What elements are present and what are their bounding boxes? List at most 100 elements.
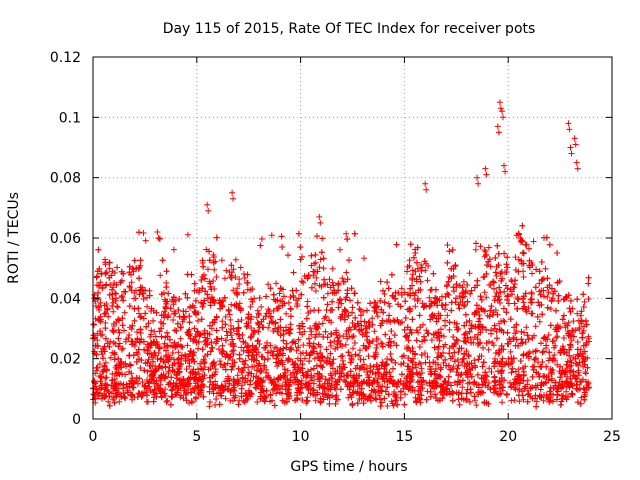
data-point xyxy=(335,280,342,287)
data-point xyxy=(416,378,423,385)
data-point xyxy=(275,376,282,383)
data-point xyxy=(398,285,405,292)
data-point xyxy=(118,294,125,301)
data-point xyxy=(136,275,143,282)
data-point xyxy=(379,359,386,366)
data-point xyxy=(294,364,301,371)
data-point xyxy=(163,398,170,405)
data-point xyxy=(105,313,112,320)
data-point xyxy=(173,327,180,334)
data-point xyxy=(264,355,271,362)
data-point xyxy=(148,327,155,334)
data-point xyxy=(502,361,508,367)
data-point xyxy=(308,374,315,381)
data-point xyxy=(481,308,488,315)
data-point xyxy=(111,356,118,363)
data-point xyxy=(493,335,500,342)
data-point xyxy=(212,368,219,375)
data-point xyxy=(280,337,287,344)
data-point xyxy=(485,244,492,251)
data-point xyxy=(518,260,525,267)
data-point xyxy=(485,346,492,353)
data-point xyxy=(294,385,301,392)
data-point xyxy=(112,340,119,347)
data-point xyxy=(141,346,148,353)
data-point xyxy=(156,328,163,335)
data-point xyxy=(205,266,211,273)
data-point xyxy=(137,314,144,321)
data-point xyxy=(111,351,118,358)
data-point xyxy=(381,291,388,297)
data-point xyxy=(529,395,536,402)
data-point xyxy=(99,285,106,292)
data-point xyxy=(437,312,444,319)
data-point xyxy=(208,339,215,346)
data-point xyxy=(169,350,176,356)
data-point xyxy=(201,297,208,304)
data-point xyxy=(216,346,222,353)
data-point xyxy=(191,376,198,382)
data-point xyxy=(445,379,452,386)
data-point xyxy=(360,391,367,398)
data-point xyxy=(547,384,554,391)
data-point xyxy=(585,274,592,281)
data-point xyxy=(554,279,561,286)
data-point xyxy=(476,384,482,391)
data-point xyxy=(577,400,584,407)
data-point xyxy=(180,377,187,384)
data-point xyxy=(121,327,127,334)
data-point xyxy=(409,275,416,282)
data-point xyxy=(560,369,567,375)
data-point xyxy=(182,391,189,398)
data-point xyxy=(334,344,341,351)
data-point xyxy=(235,365,242,372)
data-point xyxy=(475,356,482,363)
data-point xyxy=(109,390,115,397)
data-point xyxy=(301,355,308,362)
data-point xyxy=(169,393,176,400)
data-point xyxy=(374,313,381,320)
data-point xyxy=(461,302,468,309)
data-point xyxy=(170,317,177,323)
data-point xyxy=(198,277,205,283)
data-point xyxy=(551,352,558,358)
data-point xyxy=(300,279,307,286)
data-point xyxy=(486,365,493,372)
data-point xyxy=(470,380,477,386)
data-point xyxy=(349,390,356,396)
data-point xyxy=(165,356,172,363)
data-point xyxy=(540,335,547,342)
data-point xyxy=(265,281,272,288)
data-point xyxy=(491,285,497,292)
data-point xyxy=(444,282,451,289)
data-point xyxy=(141,367,148,374)
data-point xyxy=(134,329,140,335)
data-point xyxy=(148,367,154,374)
data-point xyxy=(542,265,549,272)
data-point xyxy=(498,269,505,275)
data-point xyxy=(308,262,315,269)
data-point xyxy=(486,313,493,320)
data-point xyxy=(547,368,554,374)
data-point xyxy=(150,371,157,378)
data-point xyxy=(439,293,445,300)
data-point xyxy=(157,356,164,363)
data-point xyxy=(410,355,416,362)
data-point xyxy=(518,328,525,335)
data-point xyxy=(316,264,323,271)
data-point xyxy=(361,255,367,262)
data-point xyxy=(268,232,275,239)
data-point xyxy=(450,273,457,280)
data-point xyxy=(536,392,543,399)
data-point xyxy=(576,326,583,333)
data-point xyxy=(190,336,197,343)
data-point xyxy=(184,294,191,301)
data-point xyxy=(279,302,286,309)
data-point xyxy=(427,287,434,294)
data-point xyxy=(106,265,113,272)
data-point xyxy=(277,346,284,353)
data-point xyxy=(350,345,356,352)
data-point xyxy=(206,248,213,255)
data-point xyxy=(446,248,453,255)
data-point xyxy=(432,295,439,302)
